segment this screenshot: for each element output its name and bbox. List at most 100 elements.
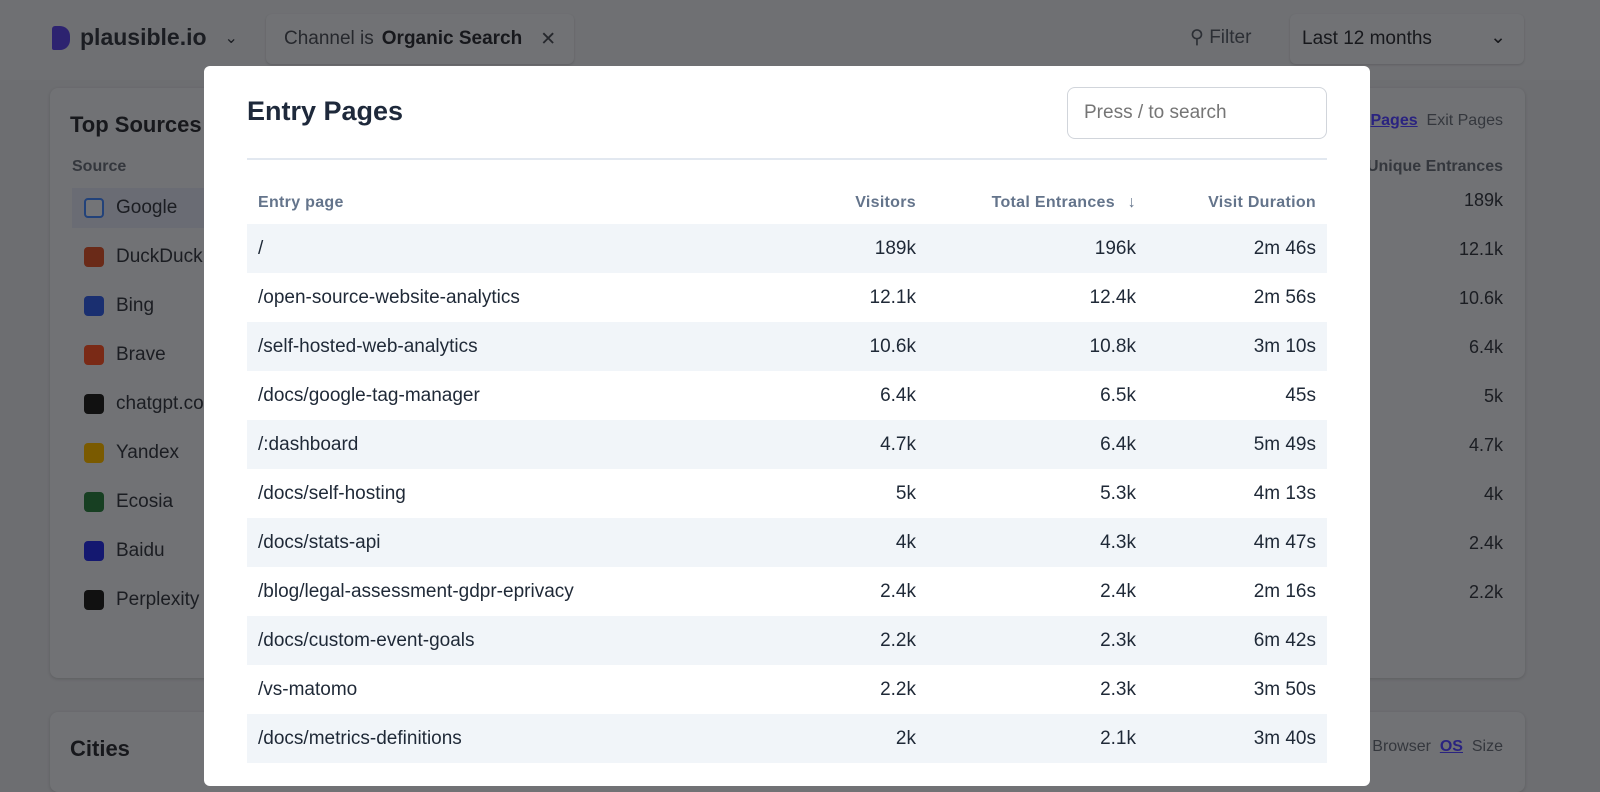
entry-page-cell[interactable]: / xyxy=(247,224,777,273)
source-favicon-icon xyxy=(84,492,104,512)
unique-entrances-value: 2.2k xyxy=(1468,582,1503,602)
source-item[interactable]: Perplexity xyxy=(72,580,199,620)
source-favicon-icon xyxy=(84,443,104,463)
tab-exit-pages[interactable]: Exit Pages xyxy=(1426,112,1503,129)
entry-pages-table: Entry page Visitors Total Entrances ↓ Vi… xyxy=(247,182,1327,763)
visitors-cell: 5k xyxy=(895,482,916,504)
visitors-cell: 2k xyxy=(777,714,927,763)
source-name: Google xyxy=(116,197,178,218)
source-item[interactable]: chatgpt.co xyxy=(72,384,204,424)
table-row[interactable]: /open-source-website-analytics 12.1k 12.4k… xyxy=(247,273,1327,322)
chevron-down-icon: ⌄ xyxy=(1490,27,1506,48)
visit-duration-cell: 3m 10s xyxy=(1147,322,1327,371)
unique-entrances-value: 4k xyxy=(1483,484,1503,504)
entry-page-cell[interactable]: /docs/metrics-definitions xyxy=(247,714,777,763)
source-favicon-icon xyxy=(84,590,104,610)
table-row[interactable]: /docs/metrics-definitions 2k 2.1k 3m 40s xyxy=(247,714,1327,763)
entry-page-cell[interactable]: /docs/custom-event-goals xyxy=(247,616,777,665)
filter-chip-value: Organic Search xyxy=(381,28,523,49)
table-row[interactable]: /self-hosted-web-analytics 10.6k 10.8k 3m 1… xyxy=(247,322,1327,371)
table-row[interactable]: /docs/google-tag-manager 6.4k 6.5k 45s xyxy=(247,371,1327,420)
total-entrances-cell: 10.8k xyxy=(927,322,1147,371)
table-row[interactable]: /blog/legal-assessment-gdpr-eprivacy 2.4k… xyxy=(247,567,1327,616)
tab-pages[interactable]: Pages xyxy=(1370,112,1418,129)
total-entrances-cell: 12.4k xyxy=(1089,286,1136,308)
tab-os[interactable]: OS xyxy=(1439,738,1463,755)
source-favicon-icon xyxy=(84,345,104,365)
source-name: Baidu xyxy=(116,540,165,561)
divider xyxy=(247,158,1327,160)
column-total-entrances[interactable]: Total Entrances ↓ xyxy=(927,182,1147,224)
entry-page-cell[interactable]: /docs/stats-api xyxy=(247,518,777,567)
source-item[interactable]: Bing xyxy=(72,286,154,326)
unique-entrances-header: Unique Entrances xyxy=(1366,158,1503,175)
total-entrances-cell: 2.3k xyxy=(927,616,1147,665)
source-name: Ecosia xyxy=(116,491,174,512)
visit-duration-cell: 6m 42s xyxy=(1147,616,1327,665)
period-select[interactable]: Last 12 months ⌄ xyxy=(1290,14,1524,64)
table-row[interactable]: /vs-matomo 2.2k 2.3k 3m 50s xyxy=(247,665,1327,714)
plausible-logo-icon xyxy=(52,25,70,50)
source-item[interactable]: Yandex xyxy=(72,433,179,473)
tab-size[interactable]: Size xyxy=(1471,738,1503,755)
total-entrances-cell: 6.4k xyxy=(927,420,1147,469)
entry-page-cell[interactable]: /docs/google-tag-manager xyxy=(258,384,480,406)
entry-pages-modal: Entry Pages Entry page Visitors Total En… xyxy=(204,66,1370,786)
unique-entrances-value: 10.6k xyxy=(1458,288,1503,308)
visit-duration-cell: 2m 56s xyxy=(1253,286,1316,308)
table-row[interactable]: /docs/self-hosting 5k 5.3k 4m 13s xyxy=(247,469,1327,518)
search-icon: ⚲ xyxy=(1190,27,1204,48)
site-switcher[interactable]: plausible.io ⌄ xyxy=(52,24,238,51)
entry-page-cell[interactable]: /:dashboard xyxy=(247,420,777,469)
column-entry-page[interactable]: Entry page xyxy=(258,194,344,211)
source-item[interactable]: DuckDuck xyxy=(72,237,203,277)
source-name: Perplexity xyxy=(116,589,200,610)
total-entrances-cell: 6.5k xyxy=(1100,384,1136,406)
visit-duration-cell: 4m 13s xyxy=(1253,482,1316,504)
entry-page-cell[interactable]: /vs-matomo xyxy=(258,678,358,700)
total-entrances-cell: 5.3k xyxy=(1100,482,1136,504)
visitors-cell: 4.7k xyxy=(777,420,927,469)
tab-browser[interactable]: Browser xyxy=(1372,738,1431,755)
source-item[interactable]: Ecosia xyxy=(72,482,173,522)
visit-duration-cell: 3m 50s xyxy=(1253,678,1316,700)
source-favicon-icon xyxy=(84,541,104,561)
visit-duration-cell: 2m 16s xyxy=(1253,580,1316,602)
table-row[interactable]: /189k 196k 2m 46s xyxy=(247,224,1327,273)
source-favicon-icon xyxy=(84,247,104,267)
visitors-cell: 189k xyxy=(777,224,927,273)
unique-entrances-value: 189k xyxy=(1463,190,1503,210)
source-item[interactable]: Baidu xyxy=(72,531,165,571)
source-favicon-icon xyxy=(84,198,104,218)
source-item[interactable]: Brave xyxy=(72,335,166,375)
table-row[interactable]: /docs/stats-api 4k 4.3k 4m 47s xyxy=(247,518,1327,567)
source-name: DuckDuck xyxy=(116,246,203,267)
source-name: Brave xyxy=(116,344,166,365)
visitors-cell: 2.2k xyxy=(880,678,916,700)
visitors-cell: 12.1k xyxy=(869,286,916,308)
close-icon[interactable]: ✕ xyxy=(540,28,557,50)
search-input[interactable] xyxy=(1067,87,1327,139)
source-name: Bing xyxy=(116,295,155,316)
entry-page-cell[interactable]: /self-hosted-web-analytics xyxy=(247,322,777,371)
total-entrances-cell: 196k xyxy=(927,224,1147,273)
period-value: Last 12 months xyxy=(1302,28,1432,49)
unique-entrances-value: 12.1k xyxy=(1458,239,1503,259)
visitors-cell: 4k xyxy=(777,518,927,567)
table-row[interactable]: /docs/custom-event-goals 2.2k 2.3k 6m 42s xyxy=(247,616,1327,665)
unique-entrances-value: 4.7k xyxy=(1468,435,1503,455)
entry-page-cell[interactable]: /open-source-website-analytics xyxy=(258,286,520,308)
source-column-header: Source xyxy=(72,158,127,175)
entry-page-cell[interactable]: /blog/legal-assessment-gdpr-eprivacy xyxy=(258,580,574,602)
column-visitors[interactable]: Visitors xyxy=(855,194,916,211)
column-visit-duration[interactable]: Visit Duration xyxy=(1208,194,1316,211)
source-favicon-icon xyxy=(84,296,104,316)
filter-chip[interactable]: Channel is Organic Search ✕ xyxy=(266,14,575,64)
entry-page-cell[interactable]: /docs/self-hosting xyxy=(258,482,406,504)
device-tabs: Browser OS Size xyxy=(1372,738,1503,756)
table-row[interactable]: /:dashboard 4.7k 6.4k 5m 49s xyxy=(247,420,1327,469)
arrow-down-icon: ↓ xyxy=(1127,194,1136,211)
total-entrances-cell: 2.1k xyxy=(927,714,1147,763)
filter-button[interactable]: ⚲ Filter xyxy=(1190,26,1251,49)
modal-title: Entry Pages xyxy=(247,96,404,126)
